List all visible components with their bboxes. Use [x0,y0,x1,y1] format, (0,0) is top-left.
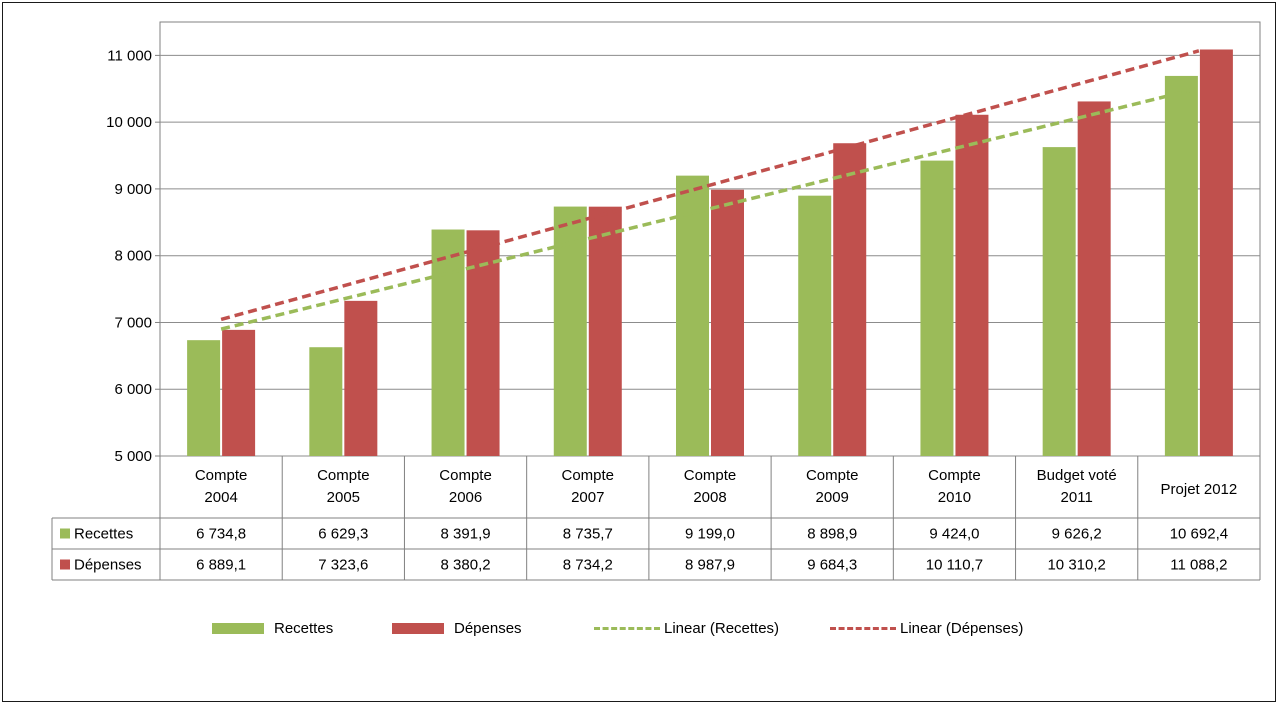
bar-recettes-2 [431,229,465,456]
bar-recettes-1 [309,347,343,456]
category-label: Compte [317,467,370,484]
bar-recettes-3 [553,206,587,456]
table-cell-value: 11 088,2 [1170,557,1227,574]
bar-recettes-8 [1164,75,1198,457]
y-tick-label: 8 000 [114,248,152,265]
legend-line-linear-depenses [830,627,896,630]
category-label: Compte [684,467,737,484]
category-label: 2009 [816,489,849,506]
trendline-dpenses [220,49,1200,322]
category-label: Compte [928,467,981,484]
legend-swatch-recettes [212,623,264,634]
legend-label-recettes: Recettes [274,620,334,637]
y-tick-label: 11 000 [107,47,152,64]
y-tick-label: 7 000 [114,314,152,331]
legend-item-depenses: Dépenses [392,620,522,637]
bar-dpenses-5 [833,143,867,456]
bar-recettes-4 [676,175,709,457]
category-label: 2011 [1061,489,1093,506]
table-cell-value: 9 684,3 [807,557,857,574]
table-series-label: Recettes [74,526,133,543]
bar-chart: 5 000 6 000 7 000 8 000 9 000 10 000 11 000 Com… [51,21,1261,581]
bar-dpenses-1 [344,300,378,456]
table-cell-value: 8 391,9 [441,526,491,543]
legend-item-recettes: Recettes [212,620,333,637]
bar-dpenses-0 [222,329,256,456]
bar-dpenses-7 [1077,101,1111,457]
table-legend-key [60,559,70,570]
y-tick-label: 5 000 [114,448,152,465]
table-cell-value: 6 629,3 [318,526,368,543]
category-label: Compte [806,467,859,484]
table-cell-value: 9 199,0 [685,526,735,543]
table-series-label: Dépenses [74,557,142,574]
table-cell-value: 8 987,9 [685,557,735,574]
table-cell-value: 6 889,1 [196,557,246,574]
legend: Recettes Dépenses Linear (Recettes) Line… [0,620,1279,644]
table-cell-value: 7 323,6 [318,557,368,574]
legend-label-depenses: Dépenses [454,620,522,637]
table-cell-value: 8 380,2 [441,557,491,574]
category-label: 2008 [693,489,726,506]
legend-swatch-depenses [392,623,444,634]
legend-item-linear-depenses: Linear (Dépenses) [830,620,1023,637]
legend-line-linear-recettes [594,627,660,630]
table-cell-value: 8 898,9 [807,526,857,543]
table-cell-value: 10 310,2 [1047,557,1105,574]
legend-label-linear-depenses: Linear (Dépenses) [900,620,1024,637]
legend-item-linear-recettes: Linear (Recettes) [594,620,779,637]
table-cell-value: 8 734,2 [563,557,613,574]
category-label: Projet 2012 [1161,481,1238,498]
bar-recettes-7 [1042,147,1076,456]
bar-recettes-6 [920,160,954,457]
bar-dpenses-6 [955,114,989,457]
category-label: Compte [562,467,615,484]
table-cell-value: 6 734,8 [196,526,246,543]
category-label: 2007 [571,489,604,506]
category-label: Compte [439,467,492,484]
table-cell-value: 8 735,7 [563,526,613,543]
y-tick-label: 6 000 [114,381,152,398]
table-cell-value: 9 424,0 [929,526,979,543]
bar-recettes-0 [187,340,221,456]
table-legend-key [60,528,70,539]
bar-dpenses-3 [588,206,622,456]
category-label: Compte [195,467,248,484]
bar-dpenses-8 [1199,49,1233,456]
table-cell-value: 10 110,7 [926,557,983,574]
category-label: 2006 [449,489,482,506]
table-cell-value: 10 692,4 [1170,526,1228,543]
y-tick-label: 10 000 [106,114,152,131]
category-label: 2004 [204,489,237,506]
category-label: 2010 [938,489,971,506]
table-cell-value: 9 626,2 [1052,526,1102,543]
category-label: Budget voté [1037,467,1117,484]
legend-label-linear-recettes: Linear (Recettes) [664,620,780,637]
y-tick-label: 9 000 [114,181,152,198]
bar-recettes-5 [798,195,832,456]
category-label: 2005 [327,489,360,506]
bar-dpenses-4 [711,189,744,456]
